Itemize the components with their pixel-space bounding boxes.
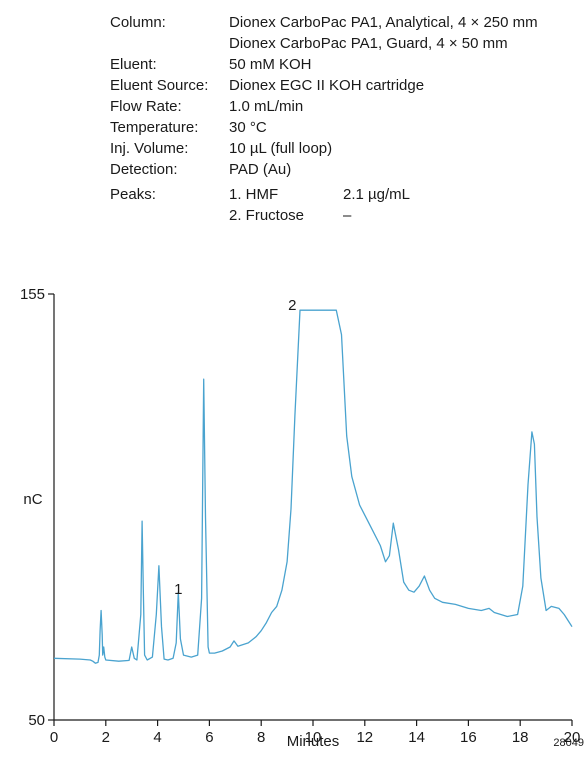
peak-name: 1. HMF: [229, 186, 278, 203]
y-tick-label: 155: [20, 286, 45, 303]
peak-amount: –: [343, 207, 352, 224]
peak-name: 2. Fructose: [229, 207, 304, 224]
condition-value: Dionex EGC II KOH cartridge: [229, 77, 424, 94]
chromatogram-trace: [53, 309, 573, 664]
condition-value: 1.0 mL/min: [229, 98, 303, 115]
conditions-block: Column: Dionex CarboPac PA1, Analytical, …: [110, 14, 538, 224]
x-tick-label: 12: [356, 729, 373, 746]
y-tick-label: 50: [28, 712, 45, 729]
x-tick-label: 20: [564, 729, 581, 746]
x-tick-label: 14: [408, 729, 425, 746]
condition-key: Detection:: [110, 161, 178, 178]
peaks-key: Peaks:: [110, 186, 156, 203]
x-tick-label: 8: [257, 729, 265, 746]
y-ticks: 50 155: [20, 286, 54, 729]
figure-id: 28049: [553, 737, 584, 749]
x-tick-label: 10: [305, 729, 322, 746]
peak-label: 1: [174, 581, 182, 598]
condition-key: Eluent:: [110, 56, 157, 73]
condition-key: Temperature:: [110, 119, 198, 136]
condition-value: 50 mM KOH: [229, 56, 312, 73]
x-axis-label: Minutes: [287, 733, 340, 750]
x-ticks: 0 2 4 6 8 10 12 14 16 18 20: [50, 720, 581, 746]
condition-key: Flow Rate:: [110, 98, 182, 115]
x-tick-label: 0: [50, 729, 58, 746]
condition-value: PAD (Au): [229, 161, 291, 178]
condition-key: Inj. Volume:: [110, 140, 188, 157]
x-tick-label: 6: [205, 729, 213, 746]
condition-key: Eluent Source:: [110, 77, 208, 94]
peak-amount: 2.1 µg/mL: [343, 186, 410, 203]
condition-value: Dionex CarboPac PA1, Guard, 4 × 50 mm: [229, 35, 508, 52]
condition-value: 10 µL (full loop): [229, 140, 332, 157]
condition-key: Column:: [110, 14, 166, 31]
x-tick-label: 4: [153, 729, 161, 746]
condition-value: 30 °C: [229, 119, 267, 136]
peak-label: 2: [288, 297, 296, 314]
condition-value: Dionex CarboPac PA1, Analytical, 4 × 250…: [229, 14, 538, 31]
y-axis-label: nC: [23, 491, 42, 508]
peak-labels: 12: [174, 297, 296, 598]
x-tick-label: 2: [102, 729, 110, 746]
x-tick-label: 18: [512, 729, 529, 746]
x-tick-label: 16: [460, 729, 477, 746]
